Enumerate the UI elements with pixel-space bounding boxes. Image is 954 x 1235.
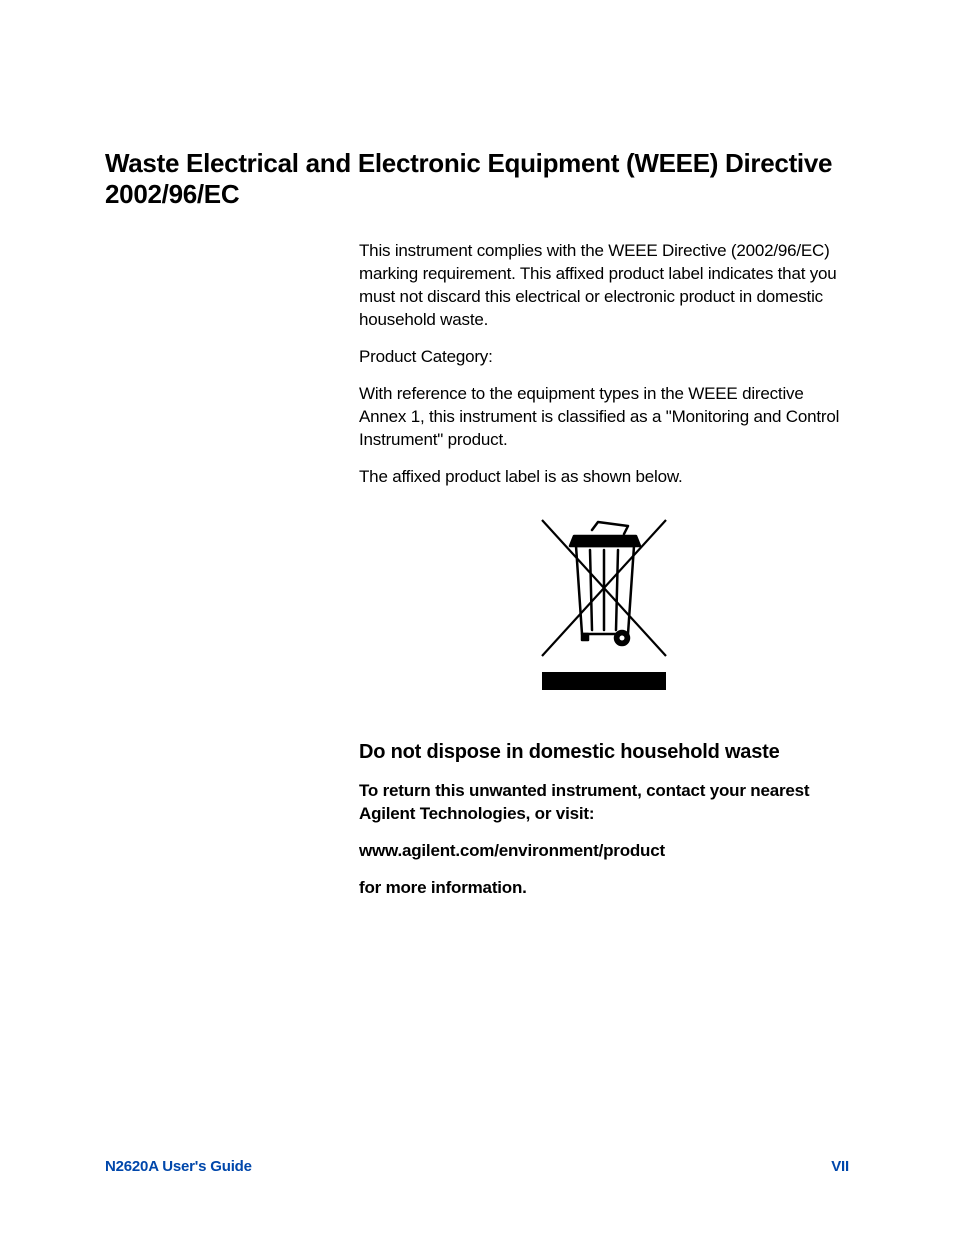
weee-crossed-bin-icon <box>524 516 684 701</box>
paragraph-category-label: Product Category: <box>359 346 849 369</box>
page-footer: N2620A User's Guide VII <box>105 1158 849 1175</box>
paragraph-category-desc: With reference to the equipment types in… <box>359 383 849 452</box>
paragraph-label-intro: The affixed product label is as shown be… <box>359 466 849 489</box>
more-info: for more information. <box>359 877 849 900</box>
page-title: Waste Electrical and Electronic Equipmen… <box>105 148 849 210</box>
footer-page-number: VII <box>831 1158 849 1175</box>
page-content: Waste Electrical and Electronic Equipmen… <box>0 0 954 900</box>
return-instruction: To return this unwanted instrument, cont… <box>359 780 849 826</box>
footer-doc-title: N2620A User's Guide <box>105 1158 252 1175</box>
return-url: www.agilent.com/environment/product <box>359 840 849 863</box>
weee-icon-container <box>359 516 849 701</box>
body-block: This instrument complies with the WEEE D… <box>359 240 849 900</box>
subsection-title: Do not dispose in domestic household was… <box>359 741 849 764</box>
paragraph-compliance: This instrument complies with the WEEE D… <box>359 240 849 332</box>
